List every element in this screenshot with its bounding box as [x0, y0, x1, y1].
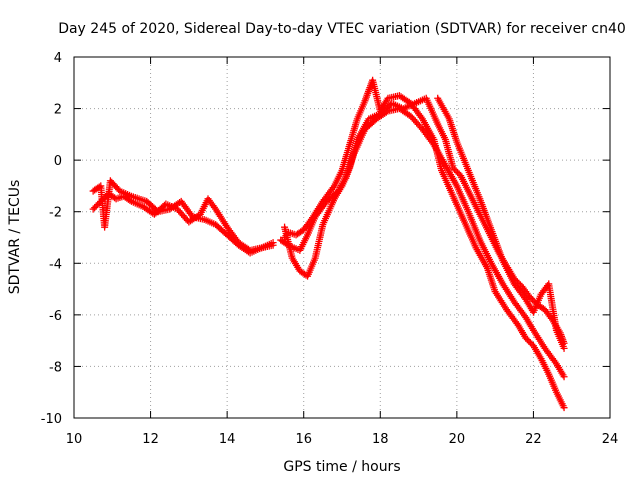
x-tick-label: 20 [449, 432, 466, 447]
y-tick-label: -8 [49, 360, 62, 375]
data-point-marker [91, 204, 99, 212]
y-axis-title: SDTVAR / TECUs [7, 180, 23, 295]
data-point-marker [529, 296, 537, 304]
x-tick-label: 10 [66, 432, 83, 447]
x-tick-label: 12 [142, 432, 159, 447]
series-track-c [281, 76, 568, 412]
data-point-marker [560, 344, 568, 352]
x-tick-label: 18 [372, 432, 389, 447]
chart-title: Day 245 of 2020, Sidereal Day-to-day VTE… [58, 21, 626, 37]
series-track-b [89, 177, 277, 257]
data-point-marker [522, 334, 530, 342]
y-tick-label: 0 [54, 154, 62, 169]
y-tick-label: -4 [49, 257, 62, 272]
data-point-marker [526, 293, 534, 301]
y-tick-label: -2 [49, 206, 62, 221]
data-point-marker [452, 167, 460, 175]
data-point-marker [560, 404, 568, 412]
plot-area [89, 76, 568, 412]
axis-ticks [73, 56, 611, 419]
data-point-marker [526, 339, 534, 347]
y-tick-label: 4 [54, 51, 62, 66]
x-tick-label: 14 [219, 432, 236, 447]
x-tick-label: 16 [295, 432, 312, 447]
x-tick-label: 22 [525, 432, 542, 447]
y-axis-tick-labels: 4 2 0 -2 -4 -6 -8 -10 [41, 51, 62, 427]
data-point-marker [525, 337, 533, 345]
y-tick-label: -6 [49, 309, 62, 324]
data-point-marker [89, 205, 97, 213]
data-point-marker [560, 373, 568, 381]
data-point-marker [451, 165, 459, 173]
data-point-marker [527, 294, 535, 302]
plot-frame [73, 56, 611, 419]
y-tick-label: 2 [54, 103, 62, 118]
x-axis-title: GPS time / hours [283, 459, 400, 475]
data-point-marker [94, 200, 102, 208]
x-tick-label: 24 [602, 432, 619, 447]
data-point-marker [449, 164, 457, 172]
data-point-marker [523, 336, 531, 344]
data-point-marker [269, 239, 277, 247]
series-track-f [434, 94, 568, 352]
x-axis-tick-labels: 10 12 14 16 18 20 22 24 [66, 432, 619, 447]
grid-lines [74, 57, 610, 418]
data-point-marker [92, 202, 100, 210]
y-tick-label: -10 [41, 412, 62, 427]
data-point-marker [454, 169, 462, 177]
